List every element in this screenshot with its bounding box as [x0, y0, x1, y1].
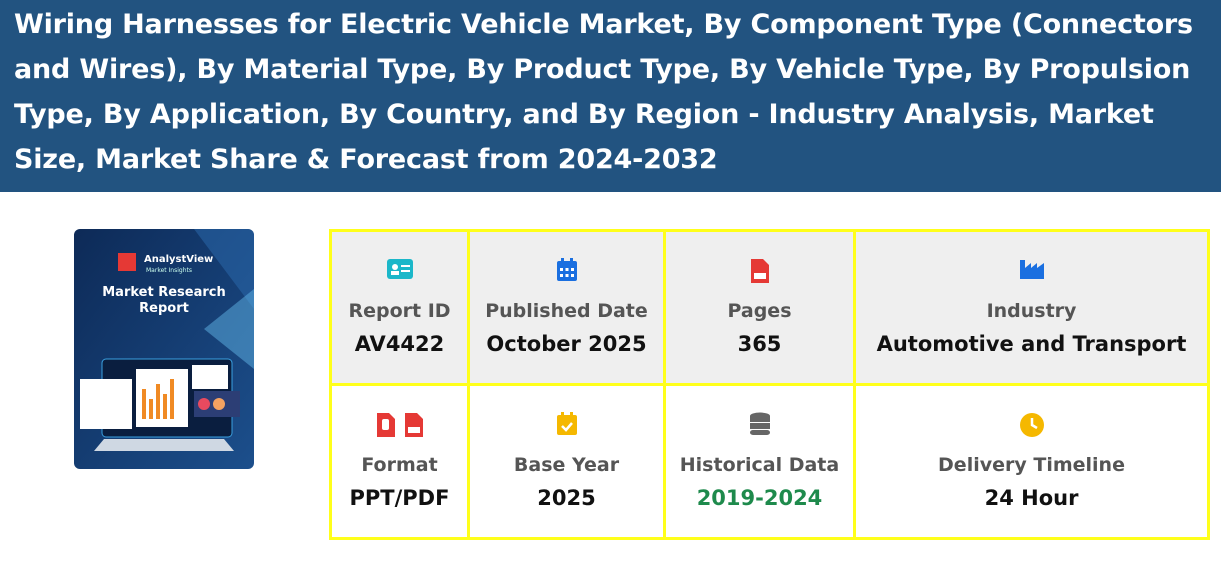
detail-value: AV4422 [354, 332, 445, 356]
detail-label: Delivery Timeline [938, 454, 1125, 476]
detail-cell: Delivery Timeline 24 Hour [856, 386, 1207, 537]
detail-value: Automotive and Transport [876, 332, 1187, 356]
detail-cell: Historical Data 2019-2024 [666, 386, 853, 537]
report-cover: AnalystView Market Insights Market Resea… [74, 229, 254, 469]
detail-value: 365 [737, 332, 782, 356]
detail-value: PPT/PDF [349, 486, 450, 510]
header: Wiring Harnesses for Electric Vehicle Ma… [0, 0, 1221, 192]
detail-cell: Published Date October 2025 [470, 232, 663, 383]
cover-brand: AnalystView [144, 254, 213, 265]
detail-label: Pages [727, 300, 792, 322]
detail-value: 24 Hour [984, 486, 1079, 510]
detail-cell: Report ID AV4422 [332, 232, 467, 383]
detail-cell: Industry Automotive and Transport [856, 232, 1207, 383]
detail-label: Published Date [485, 300, 648, 322]
page-title: Wiring Harnesses for Electric Vehicle Ma… [14, 9, 1193, 175]
detail-label: Industry [986, 300, 1077, 322]
detail-label: Base Year [513, 454, 620, 476]
detail-label: Historical Data [679, 454, 840, 476]
detail-value: October 2025 [486, 332, 647, 356]
cover-heading: Market Research Report [102, 285, 226, 316]
detail-cell: Format PPT/PDF [332, 386, 467, 537]
detail-label: Report ID [348, 300, 451, 322]
cover-art: AnalystView Market Insights Market Resea… [74, 229, 254, 469]
detail-value: 2025 [537, 486, 596, 510]
cover-tagline: Market Insights [146, 267, 192, 274]
detail-cell: Base Year 2025 [470, 386, 663, 537]
detail-cell: Pages 365 [666, 232, 853, 383]
detail-label: Format [361, 454, 438, 476]
detail-value: 2019-2024 [696, 486, 823, 510]
details-grid: Report ID AV4422 Published Date October … [329, 229, 1210, 540]
